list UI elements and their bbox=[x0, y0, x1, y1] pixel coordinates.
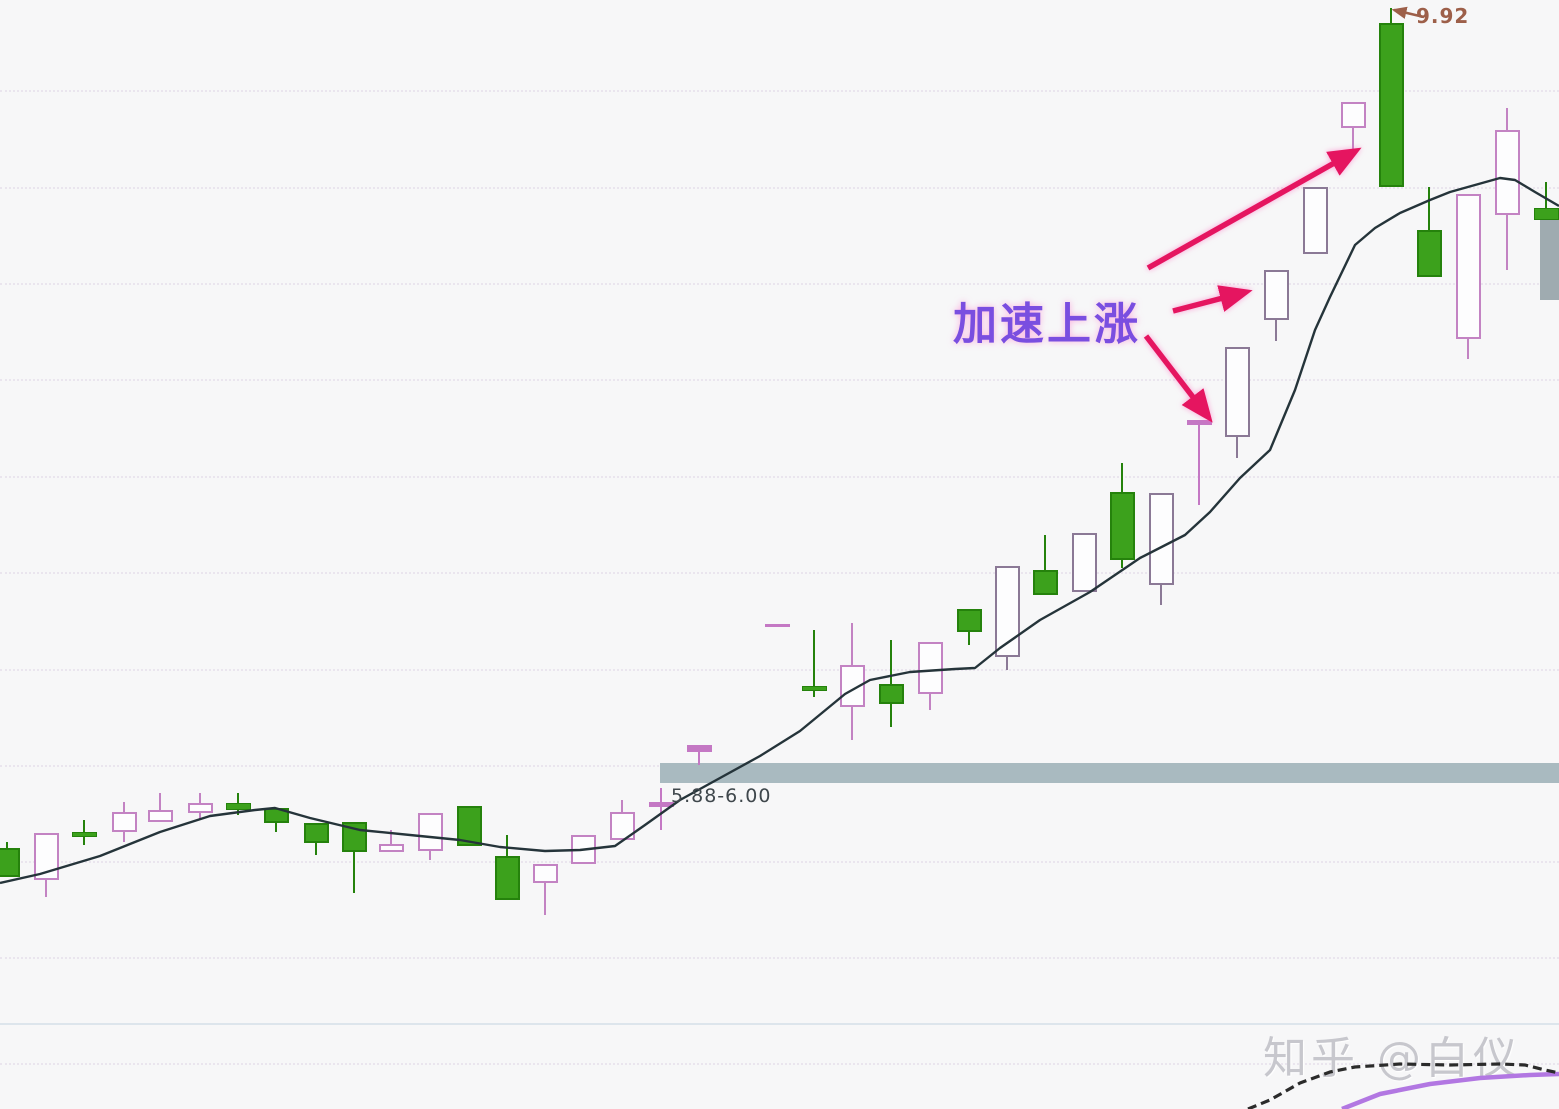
candle bbox=[1303, 187, 1328, 254]
annotation-arrow bbox=[1172, 285, 1253, 314]
gap-price-label: 5.88-6.00 bbox=[671, 785, 772, 807]
candle bbox=[457, 806, 482, 846]
resistance-band bbox=[660, 763, 1559, 783]
candle bbox=[1264, 270, 1289, 320]
candle bbox=[34, 833, 59, 880]
candle-wick bbox=[660, 788, 662, 830]
candle bbox=[379, 844, 404, 852]
candle bbox=[1495, 130, 1520, 215]
high-price-label: 9.92 bbox=[1416, 4, 1470, 28]
candle bbox=[1110, 492, 1135, 560]
candle bbox=[0, 848, 20, 877]
candle bbox=[995, 566, 1020, 657]
gridline bbox=[0, 572, 1559, 574]
candle bbox=[1534, 208, 1559, 220]
gridline bbox=[0, 957, 1559, 959]
candle bbox=[879, 684, 904, 704]
candle bbox=[188, 803, 213, 813]
gridline bbox=[0, 283, 1559, 285]
watermark-zhihu: 知乎 @白仪 bbox=[1263, 1033, 1521, 1084]
annotation-text-accelerating-rise: 加速上涨 bbox=[953, 299, 1141, 350]
candle bbox=[840, 665, 865, 707]
candle bbox=[802, 686, 827, 691]
gridline bbox=[0, 476, 1559, 478]
candle bbox=[1187, 420, 1212, 425]
candle-wick bbox=[1198, 420, 1200, 505]
candle bbox=[1149, 493, 1174, 585]
candle bbox=[148, 810, 173, 822]
candle bbox=[1379, 23, 1404, 187]
candle-wick bbox=[544, 864, 546, 915]
candle bbox=[1456, 194, 1481, 339]
candle bbox=[1072, 533, 1097, 592]
candle bbox=[1033, 570, 1058, 595]
candle bbox=[304, 823, 329, 843]
gridline bbox=[0, 90, 1559, 92]
candle bbox=[1225, 347, 1250, 437]
candle bbox=[957, 609, 982, 632]
candle bbox=[342, 822, 367, 852]
annotation-arrow bbox=[1143, 334, 1213, 423]
candle bbox=[226, 803, 251, 810]
candle bbox=[687, 745, 712, 752]
candle bbox=[571, 835, 596, 864]
gray-bar bbox=[1540, 220, 1559, 300]
candle bbox=[495, 856, 520, 900]
candle bbox=[418, 813, 443, 851]
candle bbox=[72, 832, 97, 837]
gridline bbox=[0, 861, 1559, 863]
gridline bbox=[0, 1063, 1559, 1065]
candle bbox=[533, 864, 558, 883]
candle bbox=[264, 808, 289, 823]
candle bbox=[765, 624, 790, 627]
candle bbox=[112, 812, 137, 832]
candle bbox=[610, 812, 635, 840]
gridline bbox=[0, 669, 1559, 671]
pane-separator bbox=[0, 1023, 1559, 1025]
candle bbox=[918, 642, 943, 694]
candle bbox=[1341, 102, 1366, 128]
gridline bbox=[0, 379, 1559, 381]
candle bbox=[1417, 230, 1442, 277]
